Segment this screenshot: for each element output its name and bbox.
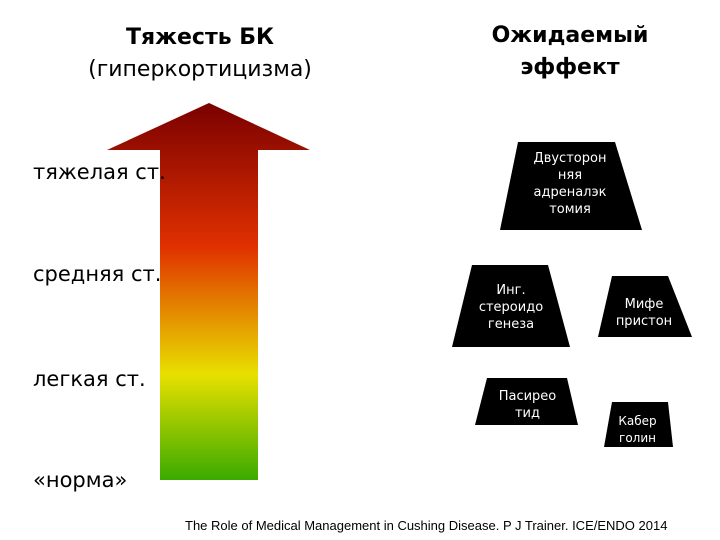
level-mild: легкая ст. <box>33 367 146 391</box>
arrow-shape <box>107 103 310 480</box>
cabergoline-shape <box>604 402 673 447</box>
severity-header: Тяжесть БК (гиперкортицизма) <box>65 22 335 86</box>
citation: The Role of Medical Management in Cushin… <box>185 518 668 533</box>
severity-header-title: Тяжесть БК <box>125 25 275 50</box>
level-severe: тяжелая ст. <box>33 160 166 184</box>
level-norm: «норма» <box>33 468 128 492</box>
adrenalectomy-label: Двусторон няя адреналэк томия <box>533 151 607 217</box>
mifepristone-label: Мифе пристон <box>615 297 673 329</box>
cabergoline-label: Кабер голин <box>618 414 657 445</box>
severity-header-subtitle: (гиперкортицизма) <box>88 57 312 82</box>
pasireotide-label: Пасирео тид <box>498 389 557 421</box>
mifepristone-shape <box>598 276 692 337</box>
steroidogenesis-shape <box>452 265 570 347</box>
effect-header-line1: Ожидаемый <box>491 23 649 48</box>
effect-header-line2: эффект <box>520 55 620 80</box>
effect-header: Ожидаемый эффект <box>455 20 685 84</box>
adrenalectomy-shape <box>500 142 642 230</box>
pasireotide-shape <box>475 378 578 425</box>
steroidogenesis-label: Инг. стероидо генеза <box>478 283 544 332</box>
level-moderate: средняя ст. <box>33 262 162 286</box>
